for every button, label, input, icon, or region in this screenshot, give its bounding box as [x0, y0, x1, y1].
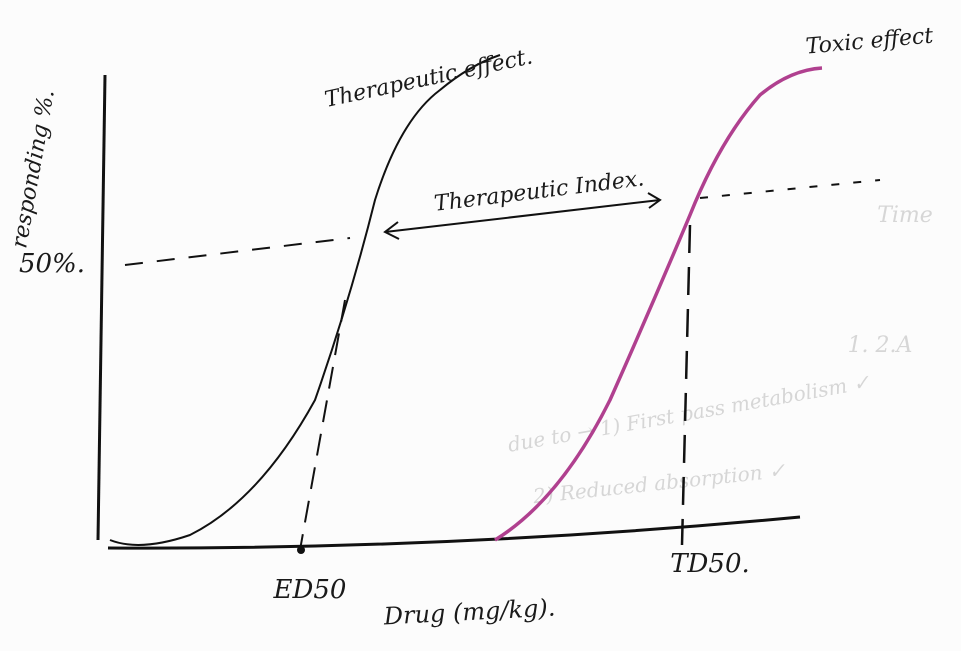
page: Time 1. 2.A due to → 1) First pass metab…	[0, 0, 961, 651]
td50-label: TD50.	[670, 549, 750, 579]
paper	[0, 0, 961, 651]
diagram: Time 1. 2.A due to → 1) First pass metab…	[0, 0, 961, 651]
bleed-text: Time	[877, 203, 933, 228]
y-marker: 50%.	[19, 249, 85, 279]
bleed-text: 1. 2.A	[848, 333, 913, 358]
ed50-label: ED50	[273, 575, 347, 605]
tick	[297, 546, 305, 554]
